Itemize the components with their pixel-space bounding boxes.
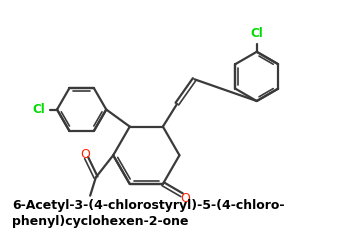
Text: Cl: Cl xyxy=(32,103,45,116)
Text: Cl: Cl xyxy=(250,27,263,40)
Text: 6-Acetyl-3-(4-chlorostyryl)-5-(4-chloro-
phenyl)cyclohexen-2-one: 6-Acetyl-3-(4-chlorostyryl)-5-(4-chloro-… xyxy=(12,199,285,228)
Text: O: O xyxy=(80,148,90,160)
Text: O: O xyxy=(181,192,190,205)
